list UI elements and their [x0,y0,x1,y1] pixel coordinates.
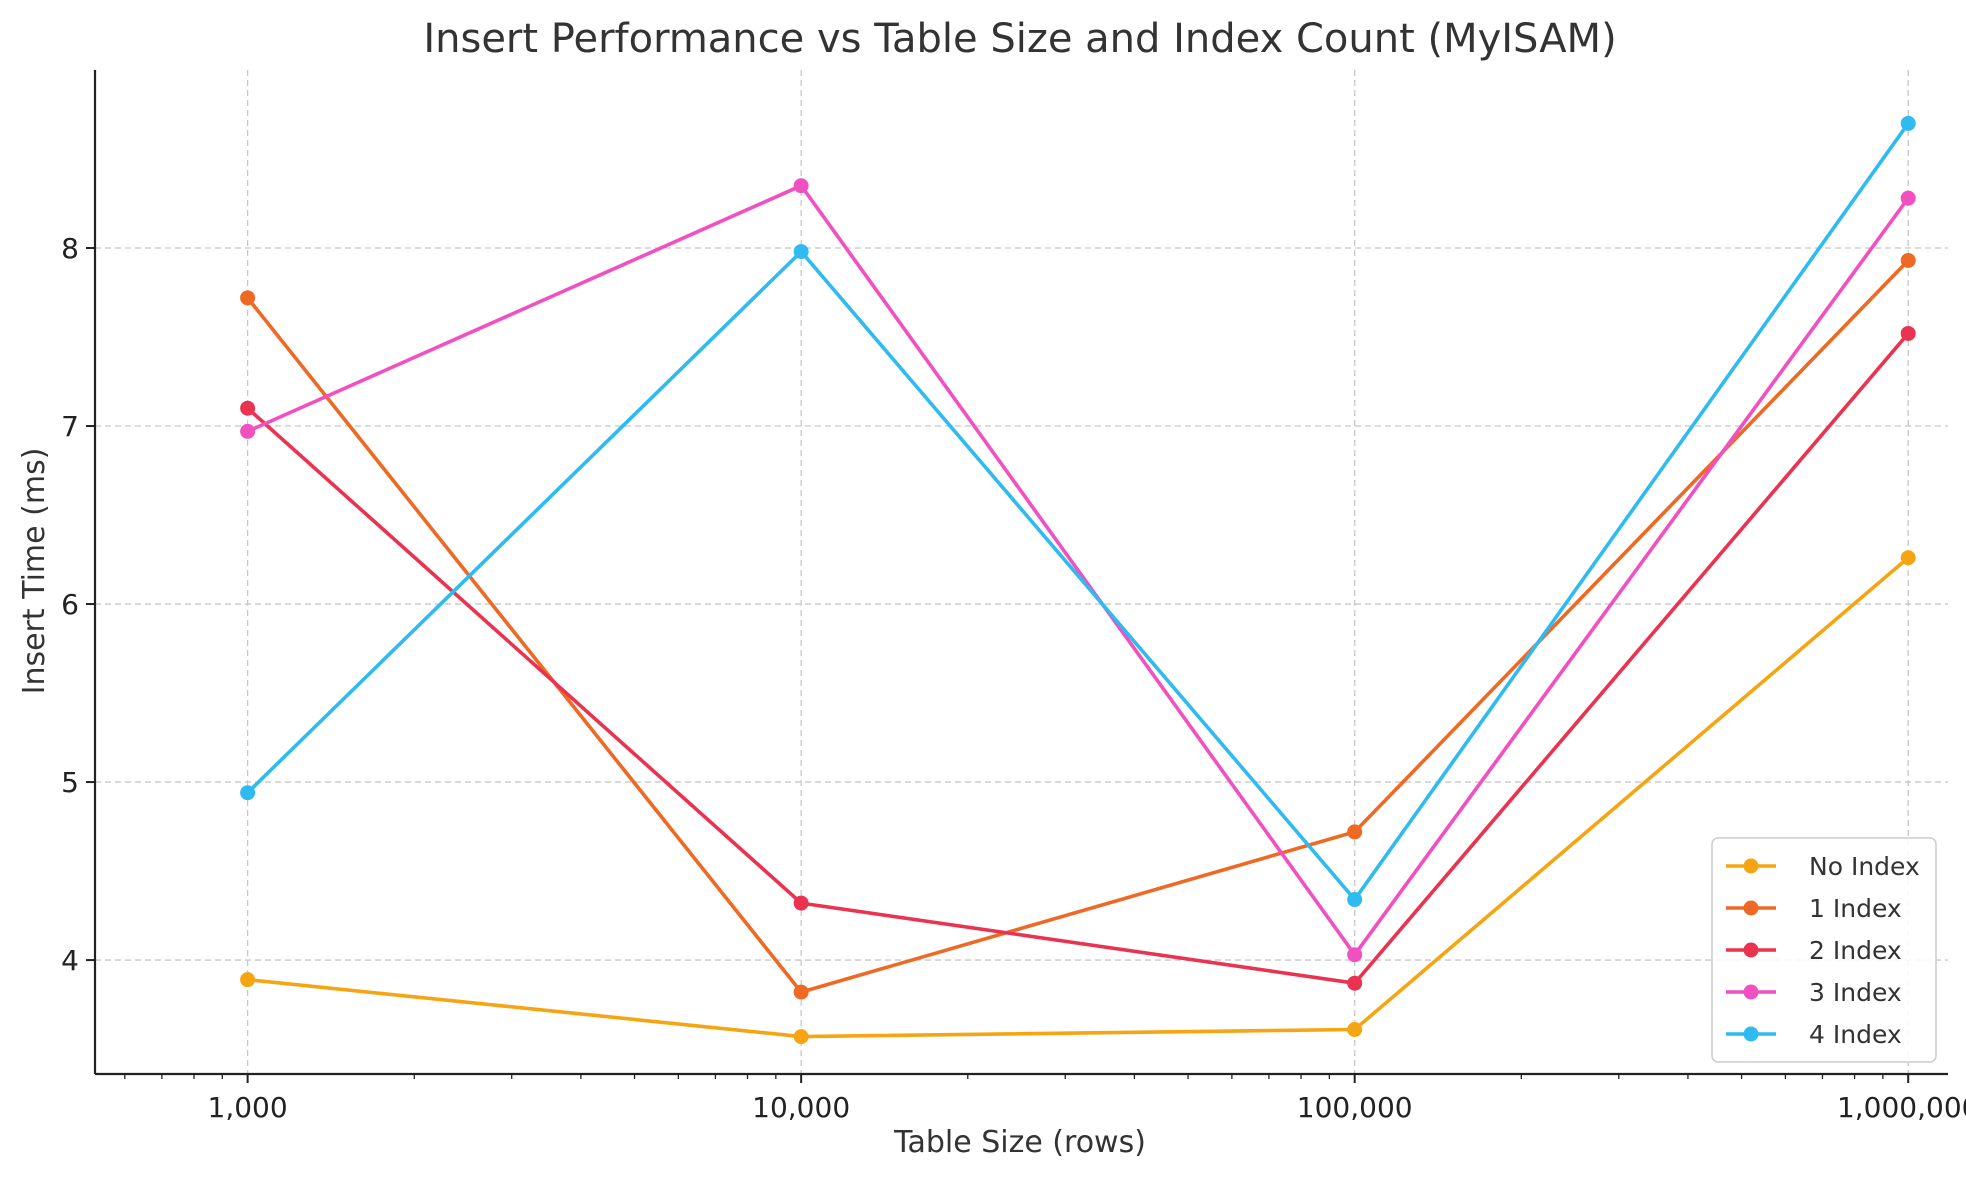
legend-label: 1 Index [1809,894,1902,923]
legend-swatch-marker [1743,900,1759,916]
data-point [793,178,809,194]
series-line [247,556,1910,1039]
x-tick-label: 1,000 [208,1091,288,1124]
data-point [1347,892,1363,908]
data-point [1900,550,1916,566]
x-tick-label: 1,000,000 [1837,1091,1966,1124]
series-2-index [240,325,1916,991]
axes: 1,000 10,000 100,000 1,000,000 4 5 6 7 8 [61,70,1966,1124]
data-point [1347,975,1363,991]
series-4-index [240,115,1916,908]
chart-title: Insert Performance vs Table Size and Ind… [423,16,1616,62]
legend-swatch-marker [1743,984,1759,1000]
data-point [1900,252,1916,268]
y-tick-label: 6 [61,588,79,621]
data-point [793,244,809,260]
legend: No Index 1 Index 2 Index 3 Index 4 Index [1711,837,1937,1063]
data-point [1900,190,1916,206]
legend-label: 4 Index [1809,1020,1902,1049]
series-no-index [240,550,1916,1045]
legend-label: No Index [1809,852,1920,881]
data-point [240,290,256,306]
x-tick-label: 10,000 [752,1091,850,1124]
y-tick-label: 8 [61,232,79,265]
series-line [246,259,1910,994]
y-tick-label: 4 [61,944,79,977]
legend-box [1711,837,1937,1063]
y-axis-label: Insert Time (ms) [17,448,52,695]
data-point [1347,1021,1363,1037]
legend-swatch-marker [1743,942,1759,958]
data-point [240,423,256,439]
data-point [793,895,809,911]
legend-label: 2 Index [1809,936,1902,965]
data-point [240,785,256,801]
data-point [1347,824,1363,840]
data-point [1900,325,1916,341]
y-tick-label: 7 [61,410,79,443]
series-line [246,332,1910,986]
data-point [240,972,256,988]
series-line [246,183,1910,957]
x-tick-label: 100,000 [1297,1091,1413,1124]
data-point [793,984,809,1000]
series-1-index [240,252,1916,1000]
data-point [793,1029,809,1045]
series-line [246,122,1910,902]
legend-label: 3 Index [1809,978,1902,1007]
data-point [1347,947,1363,963]
x-axis-label: Table Size (rows) [893,1125,1146,1160]
data-point [1900,115,1916,131]
legend-swatch-marker [1743,858,1759,874]
series-layer [240,115,1916,1045]
grid [95,70,1948,1074]
data-point [240,400,256,416]
y-tick-label: 5 [61,766,79,799]
legend-swatch-marker [1743,1026,1759,1042]
series-3-index [240,178,1916,963]
